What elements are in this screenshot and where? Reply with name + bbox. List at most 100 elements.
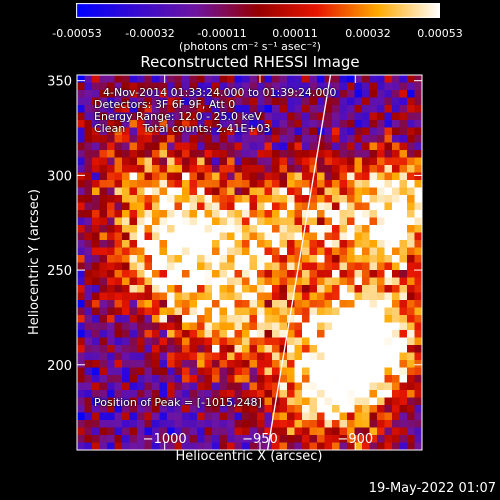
heatmap-cell	[279, 247, 288, 256]
heatmap-cell	[144, 277, 153, 286]
heatmap-cell	[392, 412, 400, 421]
heatmap-cell	[384, 360, 393, 368]
heatmap-cell	[204, 337, 213, 346]
heatmap-cell	[227, 187, 235, 196]
heatmap-cell	[99, 307, 108, 316]
heatmap-cell	[287, 277, 295, 286]
heatmap-cell	[212, 187, 220, 196]
heatmap-cell	[332, 217, 340, 226]
heatmap-cell	[309, 412, 318, 421]
heatmap-cell	[264, 150, 273, 158]
heatmap-cell	[114, 165, 123, 173]
heatmap-cell	[264, 195, 273, 203]
heatmap-cell	[407, 217, 415, 226]
heatmap-cell	[189, 307, 198, 316]
heatmap-cell	[107, 330, 115, 338]
heatmap-cell	[144, 90, 153, 98]
heatmap-cell	[219, 127, 228, 136]
heatmap-cell	[99, 367, 108, 376]
heatmap-cell	[212, 277, 220, 286]
heatmap-cell	[77, 157, 85, 166]
heatmap-cell	[332, 405, 340, 413]
plot-frame	[76, 74, 423, 451]
heatmap-cell	[347, 442, 355, 450]
heatmap-cell	[197, 337, 205, 346]
heatmap-cell	[189, 135, 198, 143]
heatmap-cell	[189, 397, 198, 406]
heatmap-cell	[377, 427, 385, 436]
heatmap-cell	[84, 165, 93, 173]
heatmap-cell	[122, 210, 130, 218]
heatmap-cell	[287, 120, 295, 128]
heatmap-cell	[302, 262, 310, 271]
heatmap-cell	[122, 262, 130, 271]
heatmap-cell	[182, 322, 190, 331]
heatmap-cell	[369, 217, 378, 226]
heatmap-cell	[339, 225, 348, 233]
heatmap-cell	[249, 315, 258, 323]
heatmap-cell	[212, 75, 220, 83]
heatmap-cell	[77, 285, 85, 293]
heatmap-cell	[324, 127, 333, 136]
heatmap-cell	[129, 150, 138, 158]
heatmap-cell	[392, 360, 400, 368]
heatmap-cell	[242, 337, 250, 346]
heatmap-cell	[399, 420, 408, 428]
heatmap-cell	[392, 75, 400, 83]
heatmap-cell	[114, 150, 123, 158]
heatmap-cell	[294, 345, 303, 353]
heatmap-cell	[294, 150, 303, 158]
heatmap-cell	[204, 330, 213, 338]
heatmap-cell	[234, 397, 243, 406]
heatmap-cell	[264, 112, 273, 121]
heatmap-cell	[279, 412, 288, 421]
heatmap-cell	[324, 172, 333, 181]
heatmap-cell	[227, 360, 235, 368]
heatmap-cell	[182, 382, 190, 391]
heatmap-cell	[414, 375, 422, 383]
heatmap-cell	[212, 420, 220, 428]
heatmap-cell	[347, 90, 355, 98]
heatmap-cell	[339, 157, 348, 166]
heatmap-cell	[137, 367, 145, 376]
heatmap-cell	[167, 150, 175, 158]
heatmap-cell	[227, 345, 235, 353]
heatmap-cell	[272, 135, 280, 143]
heatmap-cell	[272, 217, 280, 226]
heatmap-cell	[189, 217, 198, 226]
heatmap-cell	[114, 277, 123, 286]
heatmap-cell	[152, 172, 160, 181]
heatmap-cell	[242, 217, 250, 226]
heatmap-cell	[324, 285, 333, 293]
heatmap-cell	[339, 195, 348, 203]
heatmap-cell	[399, 352, 408, 361]
heatmap-cell	[249, 142, 258, 151]
heatmap-cell	[272, 345, 280, 353]
heatmap-cell	[369, 375, 378, 383]
heatmap-cell	[384, 330, 393, 338]
heatmap-cell	[362, 225, 370, 233]
heatmap-cell	[84, 142, 93, 151]
heatmap-cell	[107, 405, 115, 413]
heatmap-cell	[107, 180, 115, 188]
heatmap-cell	[369, 180, 378, 188]
heatmap-cell	[294, 292, 303, 301]
heatmap-cell	[362, 300, 370, 308]
heatmap-cell	[272, 97, 280, 106]
heatmap-cell	[197, 315, 205, 323]
heatmap-cell	[249, 240, 258, 248]
heatmap-cell	[407, 277, 415, 286]
heatmap-cell	[204, 120, 213, 128]
heatmap-cell	[84, 405, 93, 413]
heatmap-cell	[264, 315, 273, 323]
heatmap-cell	[257, 375, 265, 383]
heatmap-cell	[152, 142, 160, 151]
heatmap-cell	[347, 330, 355, 338]
heatmap-cell	[167, 337, 175, 346]
heatmap-cell	[249, 367, 258, 376]
heatmap-cell	[174, 352, 183, 361]
heatmap-cell	[392, 127, 400, 136]
heatmap-cell	[407, 262, 415, 271]
heatmap-cell	[324, 330, 333, 338]
heatmap-cell	[399, 412, 408, 421]
